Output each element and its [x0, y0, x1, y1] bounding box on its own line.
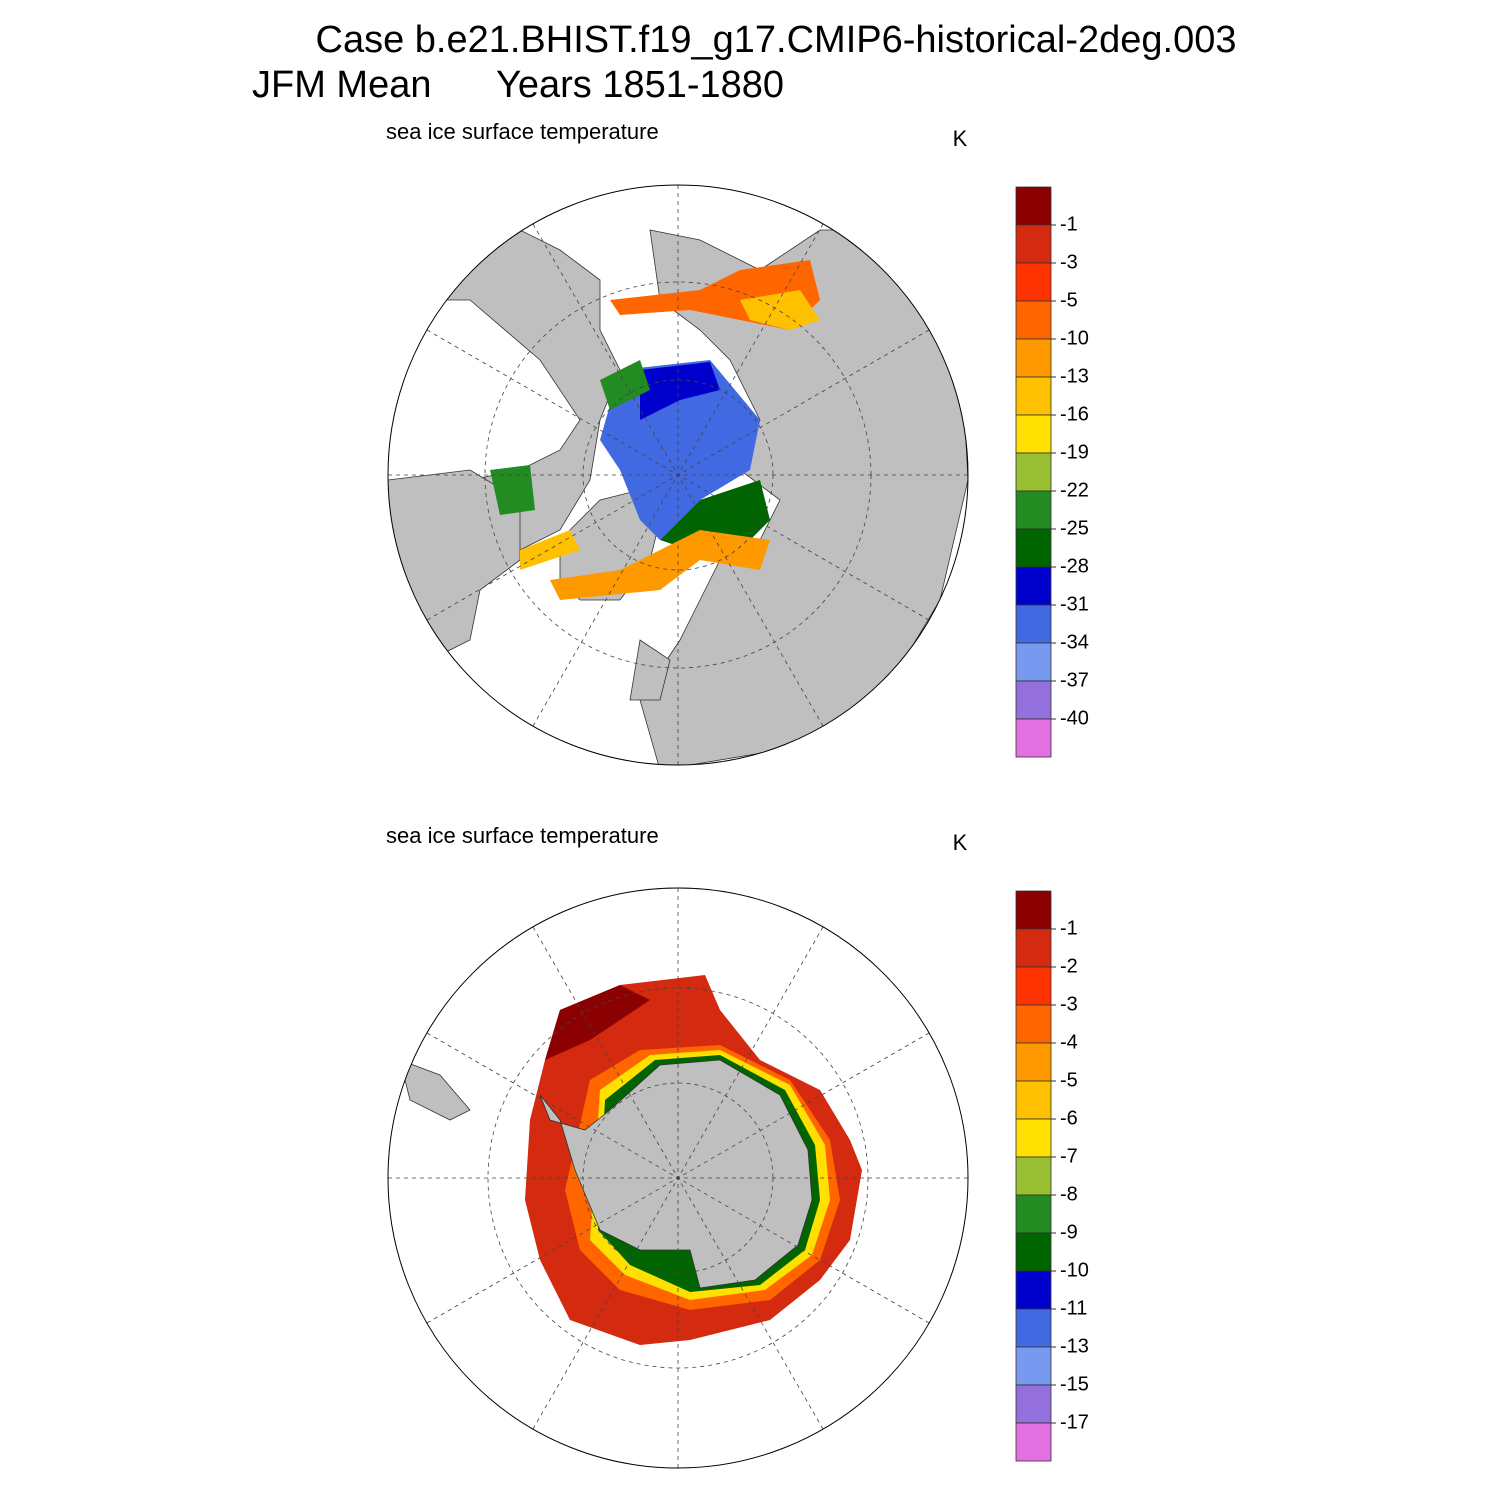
colorbar-label: -16 [1060, 403, 1089, 425]
colorbar-box [1015, 1080, 1052, 1120]
colorbar-label: -5 [1060, 1069, 1078, 1091]
colorbar-label: -31 [1060, 593, 1089, 615]
colorbar-box [1015, 1308, 1052, 1348]
units: K [953, 126, 968, 151]
colorbar-label: -11 [1060, 1297, 1087, 1319]
colorbar-label: -15 [1060, 1373, 1089, 1395]
colorbar-label: -5 [1060, 289, 1078, 311]
colorbar-label: -10 [1060, 327, 1089, 349]
colorbar-box [1015, 642, 1052, 682]
colorbar-box [1015, 1270, 1052, 1310]
colorbar-box [1015, 338, 1052, 378]
years: Years 1851-1880 [496, 64, 784, 106]
colorbar-box [1015, 890, 1052, 930]
colorbar-label: -7 [1060, 1145, 1078, 1167]
colorbar-label: -40 [1060, 707, 1089, 729]
colorbar-label: -13 [1060, 365, 1089, 387]
colorbar-box [1015, 1422, 1052, 1462]
colorbar-label: -10 [1060, 1259, 1089, 1281]
arctic-map [388, 185, 968, 765]
colorbar-label: -1 [1060, 917, 1078, 939]
colorbar-label: -25 [1060, 517, 1089, 539]
colorbar-label: -6 [1060, 1107, 1078, 1129]
colorbar-box [1015, 1156, 1052, 1196]
colorbar-box [1015, 966, 1052, 1006]
colorbar-box [1015, 186, 1052, 226]
colorbar-box [1015, 566, 1052, 606]
colorbar-label: -22 [1060, 479, 1089, 501]
colorbar-label: -13 [1060, 1335, 1089, 1357]
colorbar-label: -4 [1060, 1031, 1078, 1053]
subtitle: sea ice surface temperature [386, 823, 659, 848]
colorbar-label: -9 [1060, 1221, 1078, 1243]
colorbar-label: -19 [1060, 441, 1089, 463]
colorbar-label: -1 [1060, 213, 1078, 235]
colorbar-box [1015, 604, 1052, 644]
subtitle: sea ice surface temperature [386, 119, 659, 144]
colorbar-box [1015, 1042, 1052, 1082]
colorbar-label: -17 [1060, 1411, 1089, 1433]
colorbar-label: -3 [1060, 251, 1078, 273]
colorbar-box [1015, 1232, 1052, 1272]
colorbar-label: -2 [1060, 955, 1078, 977]
colorbar-box [1015, 262, 1052, 302]
colorbar-label: -8 [1060, 1183, 1078, 1205]
colorbar-label: -28 [1060, 555, 1089, 577]
antarctic-map [388, 888, 968, 1468]
colorbar-label: -34 [1060, 631, 1089, 653]
colorbar-box [1015, 680, 1052, 720]
colorbar-box [1015, 224, 1052, 264]
colorbar-label: -3 [1060, 993, 1078, 1015]
colorbar-box [1015, 490, 1052, 530]
colorbar-box [1015, 414, 1052, 454]
colorbar-box [1015, 376, 1052, 416]
colorbar-box [1015, 1194, 1052, 1234]
colorbar-box [1015, 718, 1052, 758]
colorbar-box [1015, 300, 1052, 340]
colorbar-box [1015, 528, 1052, 568]
colorbar-box [1015, 1118, 1052, 1158]
season: JFM Mean [252, 64, 431, 106]
colorbar-box [1015, 928, 1052, 968]
title: Case b.e21.BHIST.f19_g17.CMIP6-historica… [316, 19, 1237, 61]
colorbar-box [1015, 452, 1052, 492]
units: K [953, 830, 968, 855]
colorbar-label: -37 [1060, 669, 1089, 691]
colorbar-box [1015, 1346, 1052, 1386]
colorbar-box [1015, 1004, 1052, 1044]
colorbar-box [1015, 1384, 1052, 1424]
